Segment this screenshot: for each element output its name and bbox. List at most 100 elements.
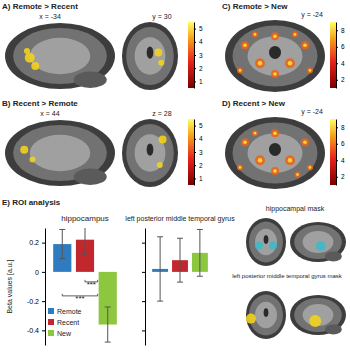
slice-cerebellum [74,72,107,89]
colorbar-tick: 2 [336,76,345,83]
error-bar-line [62,229,63,258]
plot-marks [152,229,208,301]
colorbar-tick: 1 [194,175,203,182]
colorbar-tick-label: 6 [341,140,345,147]
y-tick: -0.4 [27,327,45,334]
activation-blob [295,172,301,178]
colorbar-tick-label: 1 [199,175,203,182]
activation-blob [20,146,28,154]
activation-blob [271,129,279,137]
activation-blob [301,41,309,49]
error-bar-line [107,307,108,342]
activation-blob [285,58,295,68]
activation-blob [271,167,279,175]
panel-title: A) Remote > Recent [2,2,78,11]
slice-coordinate: x = 44 [40,110,59,117]
activation-core [288,61,293,65]
activation-core [288,158,293,163]
figure: A) Remote > Recentx = -34y = 3012345B) R… [0,0,350,357]
chart-title: hippocampus [61,214,109,223]
activation-blob [307,164,313,170]
colorbar-axis: 12345 [194,23,203,89]
y-tick-mark [142,243,145,244]
y-tick-mark [142,301,145,302]
colorbar-tick: 1 [194,78,203,85]
y-tick [142,301,145,302]
colorbar-tick-mark [336,30,338,31]
colorbar-tick: 4 [336,60,345,67]
y-tick-mark [142,330,145,331]
error-bar [197,229,203,276]
colorbar-tick-label: 8 [341,124,345,131]
error-bar-cap [177,282,183,283]
error-bar-cap [157,236,163,237]
activation-core [309,69,312,72]
slice-white-matter [30,38,91,74]
brain-slice [122,22,178,90]
mask-panel: left posterior middle temporal gyrus mas… [232,273,346,339]
mask-panel: hippocampal mask [246,205,346,266]
colorbar-tick-label: 8 [341,27,345,34]
slice-cerebellum [325,324,342,334]
colorbar-tick: 8 [336,27,345,34]
activation-core [239,166,242,169]
legend-label: New [57,330,72,337]
colorbar-tick: 5 [194,122,203,129]
colorbar-tick-label: 2 [341,173,345,180]
colorbar-tick-label: 4 [199,135,203,142]
slice-ventricle [147,46,154,58]
colorbar-tick-mark [336,63,338,64]
slice-ventricle [269,143,281,156]
colorbar-tick-label: 4 [341,60,345,67]
colorbar-tick-label: 3 [199,149,203,156]
colorbar-tick-mark [194,126,196,127]
slice-cortex [126,27,174,85]
error-bar [105,307,111,342]
slice-coordinate: z = 28 [152,110,171,117]
activation-blob [154,49,162,57]
activation-core [243,43,247,47]
colorbar-tick: 6 [336,43,345,50]
colorbar-axis: 12345 [194,120,203,186]
colorbar-tick-label: 5 [199,25,203,32]
slice-ventricle [147,143,154,155]
error-bar [59,229,65,258]
colorbar [188,119,194,185]
slice-ventricle [264,235,269,244]
brain-slice [225,117,325,189]
slice-outline [225,117,325,189]
slice-cerebellum [74,169,107,186]
colorbar-axis: 2 4 6 8 [336,23,345,89]
legend-label: Remote [57,308,82,315]
slice-outline [122,22,178,90]
error-bar [157,237,163,301]
error-bar [177,238,183,282]
error-bar-line [180,238,181,282]
activation-blob [30,157,36,163]
slice-coordinate: y = 30 [152,13,171,21]
colorbar-tick-label: 4 [199,38,203,45]
y-tick: 0.2 [29,239,45,246]
y-tick-mark [142,272,145,273]
colorbar-tick-mark [336,80,338,81]
slice-white-matter [30,135,91,171]
activation-core [254,132,257,135]
activation-core [294,33,297,36]
colorbar-tick-mark [194,152,196,153]
brain-panel: B) Recent > Remotex = 44z = 2812345 [2,99,203,187]
panel-title: E) ROI analysis [2,198,61,207]
brain-slice [225,20,325,92]
y-tick-mark [42,330,45,331]
y-axis [142,229,146,346]
activation-blob [309,315,321,327]
activation-blob [255,58,265,68]
error-bar-cap [197,276,203,277]
colorbar-tick-mark [194,81,196,82]
colorbar-axis-line [194,23,195,89]
activation-core [296,173,299,176]
brain-panel: D) Recent > Newy = -242468 [222,99,345,189]
colorbar-tick: 2 [194,65,203,72]
error-bar-cap [157,301,163,302]
bar-chart: -0.4-0.200.2hippocampusBeta values [a.u.… [6,214,117,346]
colorbar [188,22,194,88]
